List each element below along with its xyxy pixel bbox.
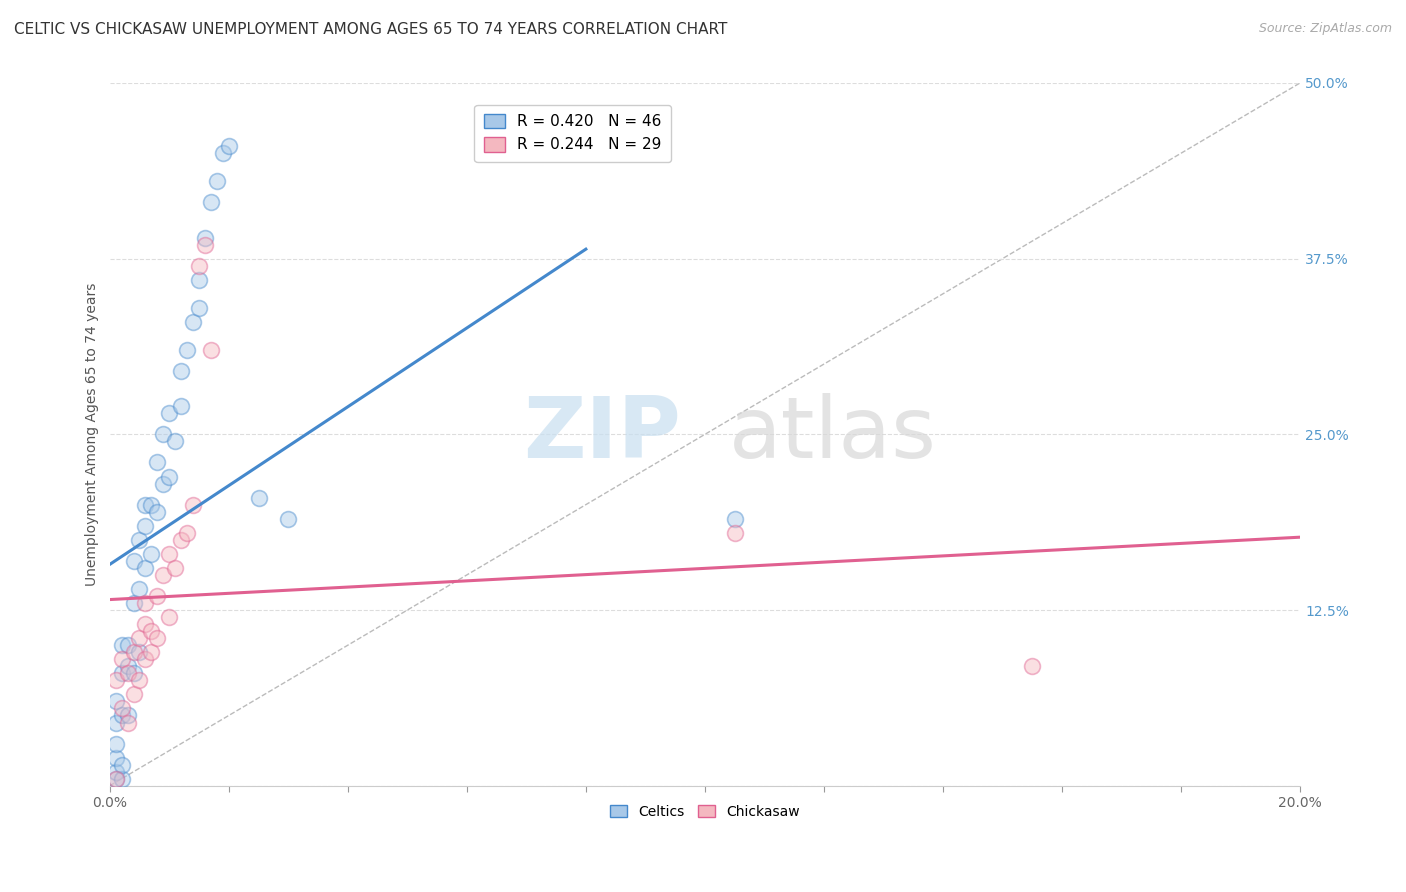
Point: [111, 638, 134, 652]
Point: [134, 498, 156, 512]
Point: [200, 195, 222, 210]
Point: [104, 673, 127, 688]
Point: [111, 708, 134, 723]
Point: [141, 624, 163, 639]
Legend: Celtics, Chickasaw: Celtics, Chickasaw: [605, 799, 806, 824]
Point: [181, 315, 204, 329]
Point: [104, 772, 127, 786]
Point: [117, 666, 139, 681]
Point: [194, 230, 217, 244]
Point: [128, 645, 150, 659]
Point: [181, 498, 204, 512]
Point: [122, 645, 145, 659]
Point: [152, 476, 174, 491]
Point: [170, 533, 193, 547]
Point: [111, 701, 134, 715]
Point: [146, 631, 169, 645]
Point: [157, 547, 180, 561]
Point: [128, 582, 150, 596]
Point: [188, 273, 211, 287]
Point: [122, 666, 145, 681]
Point: [104, 737, 127, 751]
Point: [122, 596, 145, 610]
Point: [170, 364, 193, 378]
Y-axis label: Unemployment Among Ages 65 to 74 years: Unemployment Among Ages 65 to 74 years: [86, 283, 100, 586]
Point: [247, 491, 270, 505]
Point: [205, 174, 228, 188]
Point: [104, 715, 127, 730]
Text: CELTIC VS CHICKASAW UNEMPLOYMENT AMONG AGES 65 TO 74 YEARS CORRELATION CHART: CELTIC VS CHICKASAW UNEMPLOYMENT AMONG A…: [14, 22, 727, 37]
Point: [134, 617, 156, 632]
Point: [157, 610, 180, 624]
Point: [218, 139, 240, 153]
Point: [122, 687, 145, 701]
Point: [146, 505, 169, 519]
Point: [104, 750, 127, 764]
Point: [277, 512, 299, 526]
Text: Source: ZipAtlas.com: Source: ZipAtlas.com: [1258, 22, 1392, 36]
Point: [157, 469, 180, 483]
Point: [141, 645, 163, 659]
Point: [111, 757, 134, 772]
Point: [134, 561, 156, 575]
Point: [134, 652, 156, 666]
Text: atlas: atlas: [728, 392, 936, 475]
Point: [122, 554, 145, 568]
Text: ZIP: ZIP: [523, 392, 681, 475]
Point: [211, 146, 233, 161]
Point: [104, 764, 127, 779]
Point: [176, 525, 198, 540]
Point: [128, 533, 150, 547]
Point: [724, 525, 747, 540]
Point: [188, 301, 211, 315]
Point: [200, 343, 222, 357]
Point: [111, 772, 134, 786]
Point: [165, 434, 187, 449]
Point: [141, 498, 163, 512]
Point: [111, 652, 134, 666]
Point: [128, 673, 150, 688]
Point: [146, 589, 169, 603]
Point: [724, 512, 747, 526]
Point: [128, 631, 150, 645]
Point: [117, 638, 139, 652]
Point: [188, 259, 211, 273]
Point: [194, 237, 217, 252]
Point: [111, 666, 134, 681]
Point: [104, 772, 127, 786]
Point: [165, 561, 187, 575]
Point: [152, 427, 174, 442]
Point: [141, 547, 163, 561]
Point: [1021, 659, 1043, 673]
Point: [134, 596, 156, 610]
Point: [117, 659, 139, 673]
Point: [134, 518, 156, 533]
Point: [117, 708, 139, 723]
Point: [117, 715, 139, 730]
Point: [170, 399, 193, 413]
Point: [152, 568, 174, 582]
Point: [146, 455, 169, 469]
Point: [104, 694, 127, 708]
Point: [157, 406, 180, 420]
Point: [176, 343, 198, 357]
